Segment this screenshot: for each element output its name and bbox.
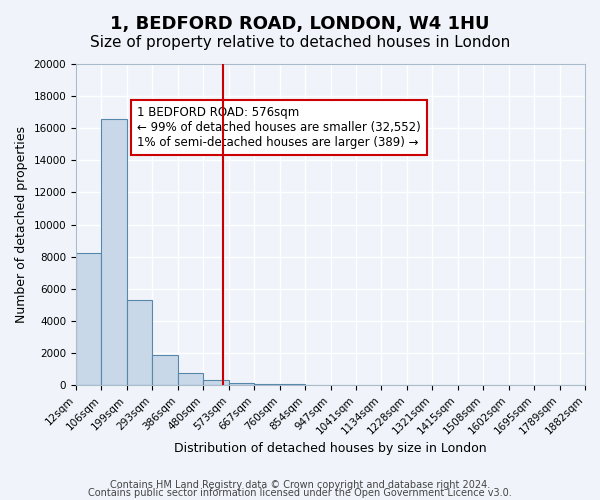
Bar [254, 384, 280, 385]
Bar [127, 300, 152, 385]
Bar [178, 373, 203, 385]
Text: Contains public sector information licensed under the Open Government Licence v3: Contains public sector information licen… [88, 488, 512, 498]
Y-axis label: Number of detached properties: Number of detached properties [15, 126, 28, 323]
Bar [76, 254, 101, 385]
Bar [203, 380, 229, 385]
Text: 1, BEDFORD ROAD, LONDON, W4 1HU: 1, BEDFORD ROAD, LONDON, W4 1HU [110, 15, 490, 33]
Bar [280, 384, 305, 385]
Text: 1 BEDFORD ROAD: 576sqm
← 99% of detached houses are smaller (32,552)
1% of semi-: 1 BEDFORD ROAD: 576sqm ← 99% of detached… [137, 106, 421, 149]
Bar [229, 383, 254, 385]
Bar [152, 356, 178, 385]
Bar [101, 118, 127, 385]
X-axis label: Distribution of detached houses by size in London: Distribution of detached houses by size … [174, 442, 487, 455]
Text: Size of property relative to detached houses in London: Size of property relative to detached ho… [90, 35, 510, 50]
Text: Contains HM Land Registry data © Crown copyright and database right 2024.: Contains HM Land Registry data © Crown c… [110, 480, 490, 490]
